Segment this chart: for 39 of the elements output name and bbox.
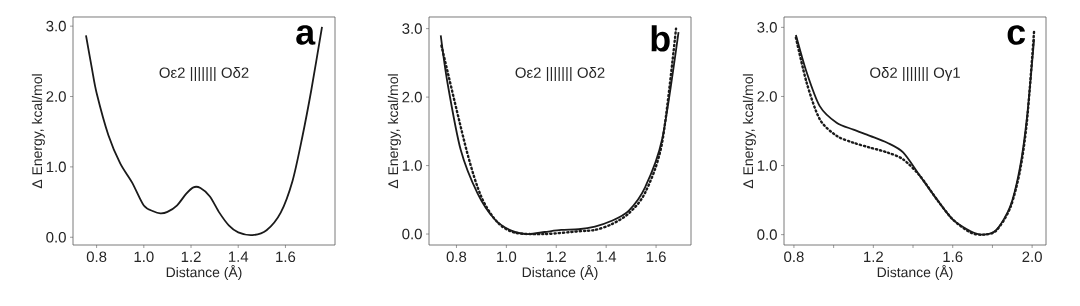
x-tick-label: 1.4 xyxy=(596,251,617,262)
x-tick-label: 1.6 xyxy=(646,251,666,263)
annotation: b xyxy=(651,25,670,52)
x-tick-label: 2.0 xyxy=(1022,251,1042,263)
y-tick-label: 0.0 xyxy=(757,229,777,240)
x-tick-label: 0.8 xyxy=(86,251,107,263)
x-axis-title: Distance (Å) xyxy=(522,264,598,280)
annotation: a xyxy=(296,25,316,45)
x-tick-label: 1.2 xyxy=(864,251,883,262)
annotation: Oε2 ||||||| Oδ2 xyxy=(515,67,605,81)
y-axis-title: Δ Energy, kcal/mol xyxy=(31,74,45,189)
y-tick-label: 1.0 xyxy=(402,160,422,171)
y-tick-label: 2.0 xyxy=(757,91,777,102)
annotation: Oε2 ||||||| Oδ2 xyxy=(159,67,249,81)
y-tick-label: 3.0 xyxy=(757,22,777,33)
y-axis-title: Δ Energy, kcal/mol xyxy=(742,74,756,189)
y-tick-label: 1.0 xyxy=(46,161,66,173)
y-tick-label: 1.0 xyxy=(757,160,777,171)
y-tick-label: 2.0 xyxy=(402,91,422,103)
x-tick-label: 1.0 xyxy=(497,251,517,263)
x-tick-label: 1.2 xyxy=(181,251,201,262)
y-tick-label: 3.0 xyxy=(402,23,422,34)
y-tick-label: 0.0 xyxy=(46,231,66,243)
x-axis-title: Distance (Å) xyxy=(877,264,953,280)
x-tick-label: 0.8 xyxy=(446,251,467,263)
x-tick-label: 1.0 xyxy=(134,251,154,263)
y-tick-label: 2.0 xyxy=(46,91,66,102)
annotation: Oδ2 ||||||| Oγ1 xyxy=(870,67,960,81)
x-tick-label: 1.6 xyxy=(943,251,963,263)
x-tick-label: 1.2 xyxy=(547,251,566,262)
x-axis-title: Distance (Å) xyxy=(166,264,242,280)
x-tick-label: 1.6 xyxy=(276,251,296,263)
line-series xyxy=(85,25,323,237)
x-tick-label: 1.4 xyxy=(228,251,249,262)
y-axis-title: Δ Energy, kcal/mol xyxy=(387,74,401,189)
y-tick-label: 0.0 xyxy=(402,228,422,240)
x-tick-label: 0.8 xyxy=(784,251,804,263)
y-tick-label: 3.0 xyxy=(46,20,66,32)
annotation: c xyxy=(1007,25,1026,45)
